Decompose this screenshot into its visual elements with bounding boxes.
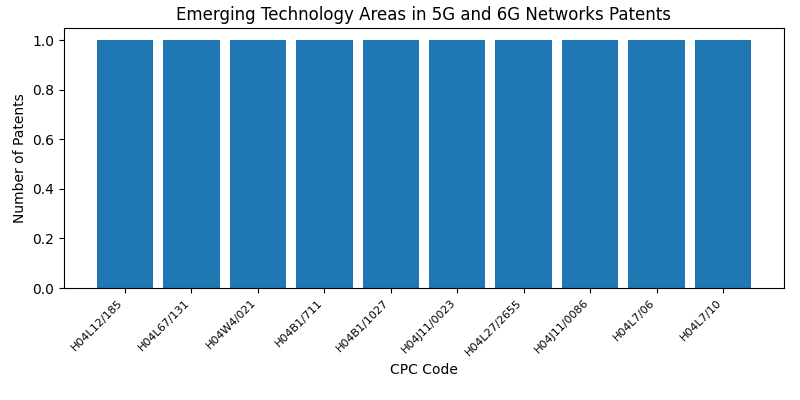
Bar <box>628 40 685 288</box>
Bar <box>562 40 618 288</box>
Bar <box>163 40 220 288</box>
Bar <box>694 40 751 288</box>
Y-axis label: Number of Patents: Number of Patents <box>13 93 26 223</box>
X-axis label: CPC Code: CPC Code <box>390 363 458 377</box>
Bar <box>97 40 154 288</box>
Bar <box>296 40 353 288</box>
Bar <box>230 40 286 288</box>
Bar <box>429 40 486 288</box>
Title: Emerging Technology Areas in 5G and 6G Networks Patents: Emerging Technology Areas in 5G and 6G N… <box>177 6 671 24</box>
Bar <box>495 40 552 288</box>
Bar <box>362 40 419 288</box>
